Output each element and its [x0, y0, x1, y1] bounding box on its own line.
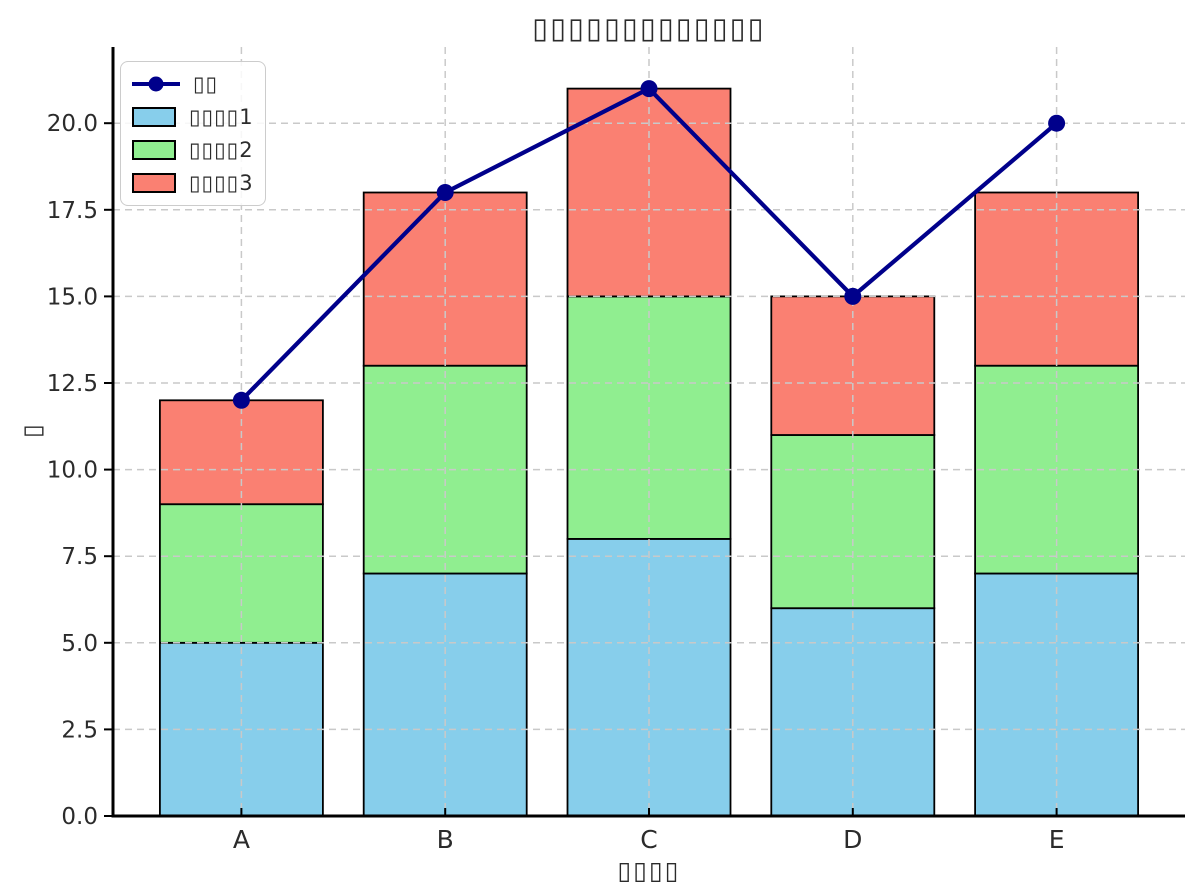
y-tick-label: 2.5 — [61, 717, 98, 743]
legend-item: ▯▯▯▯1 — [132, 104, 254, 129]
chart-title: ▯▯▯▯▯▯▯▯▯▯▯▯▯ — [532, 11, 766, 45]
y-tick-label: 5.0 — [61, 631, 98, 657]
data-point-marker — [436, 184, 454, 201]
x-tick-label: C — [640, 825, 657, 854]
y-tick-label: 0.0 — [61, 804, 98, 830]
legend-item-label: ▯▯▯▯3 — [189, 170, 254, 195]
legend-patch-swatch — [132, 139, 176, 160]
data-point-marker — [1048, 114, 1066, 132]
data-point-marker — [640, 80, 658, 98]
legend-item-label: ▯▯ — [193, 71, 219, 96]
legend-line-sample — [132, 74, 180, 94]
y-tick-label: 12.5 — [47, 371, 98, 397]
y-tick-label: 7.5 — [61, 544, 98, 570]
data-point-marker — [844, 287, 862, 305]
legend-item-label: ▯▯▯▯1 — [189, 104, 254, 129]
x-tick-label: D — [843, 825, 862, 854]
legend-patch-swatch — [132, 172, 176, 193]
legend: ▯▯ ▯▯▯▯1 ▯▯▯▯2 ▯▯▯▯3 — [120, 61, 266, 206]
x-tick-label: A — [233, 825, 250, 854]
bar-segment-s3-A — [158, 399, 324, 506]
x-tick-label: B — [437, 825, 454, 854]
bar-segment-s2-A — [158, 503, 324, 644]
data-point-marker — [232, 391, 250, 409]
legend-item: ▯▯ — [132, 71, 254, 96]
bar-segment-s2-C — [566, 295, 732, 540]
y-tick-label: 15.0 — [47, 284, 98, 310]
x-tick-label: E — [1049, 825, 1065, 854]
legend-item-label: ▯▯▯▯2 — [189, 137, 254, 162]
legend-item: ▯▯▯▯2 — [132, 137, 254, 162]
y-tick-label: 10.0 — [47, 458, 98, 484]
legend-line-marker — [148, 76, 164, 91]
y-tick-label: 20.0 — [47, 111, 98, 137]
legend-item: ▯▯▯▯3 — [132, 170, 254, 195]
legend-patch-swatch — [132, 106, 176, 127]
x-axis-label: ▯▯▯▯ — [617, 856, 681, 885]
y-tick-label: 17.5 — [47, 198, 98, 224]
